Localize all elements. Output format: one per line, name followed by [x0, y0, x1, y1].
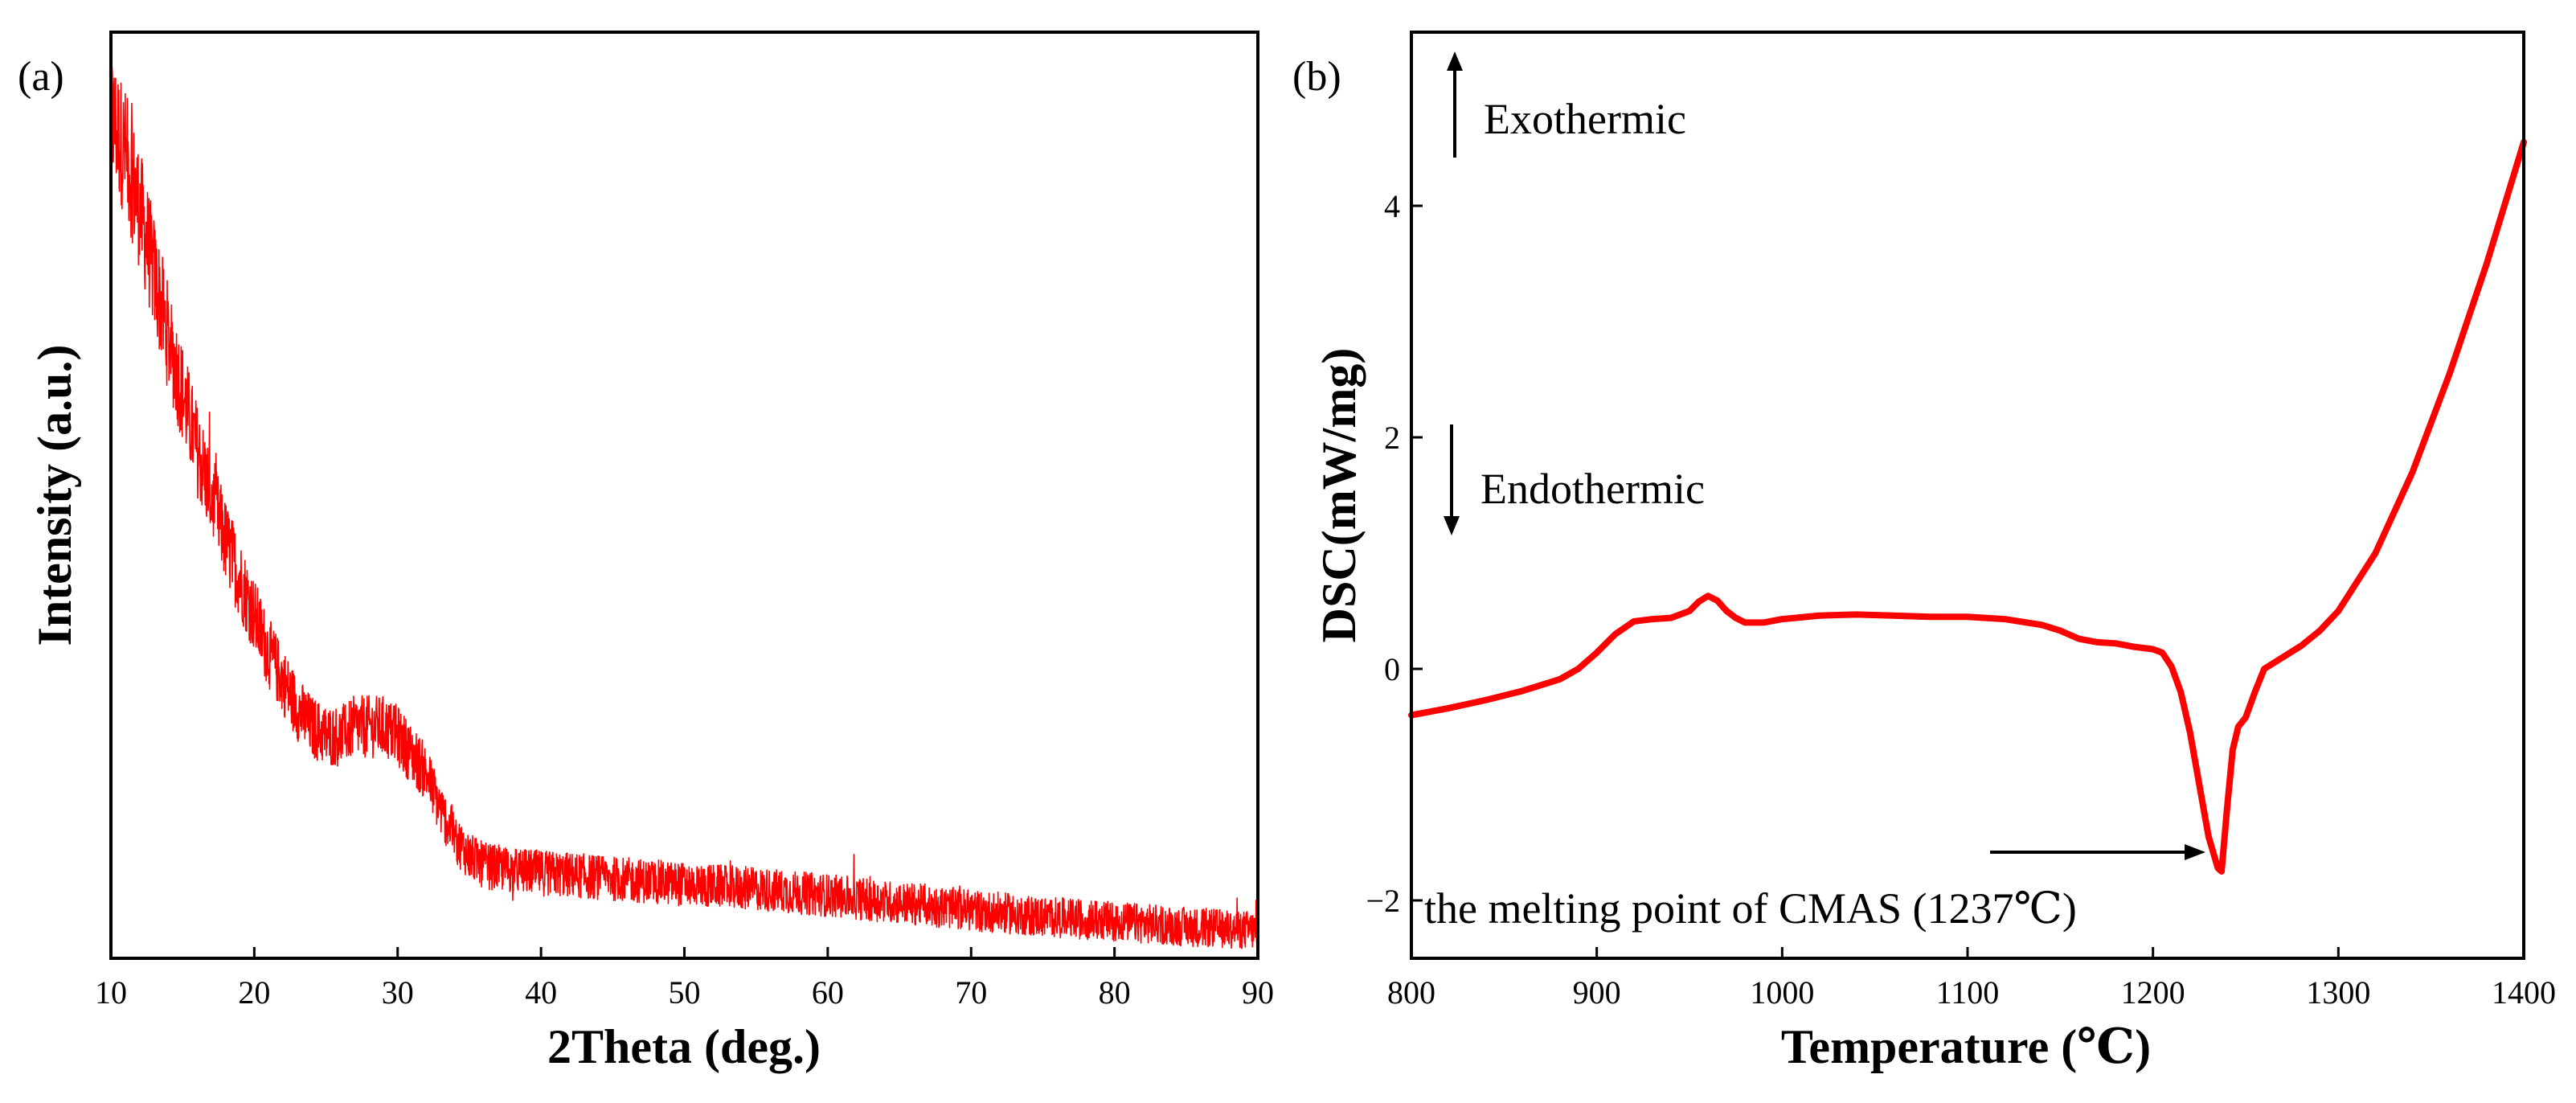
- exothermic-annotation: Exothermic: [1447, 51, 1686, 158]
- endothermic-annotation: Endothermic: [1444, 424, 1705, 535]
- panel-b-x-tick-label: 1100: [1936, 974, 2000, 1011]
- panel-b: (b) 800 900 1000 1100 1200 1300 1400 −2 0 2 4 Tem…: [1292, 31, 2556, 1073]
- panel-b-series-line: [1408, 138, 2527, 875]
- panel-a-x-tick-label: 80: [1099, 974, 1131, 1011]
- panel-a-x-tick-label: 50: [669, 974, 701, 1011]
- panel-b-x-tick-label: 1000: [1750, 974, 1814, 1011]
- panel-b-x-tick-label: 900: [1573, 974, 1621, 1011]
- panel-a-x-tick-label: 70: [955, 974, 987, 1011]
- panel-b-y-tick-label: −2: [1366, 883, 1400, 919]
- panel-a-x-tick-label: 90: [1242, 974, 1274, 1011]
- panel-a-x-tick-label: 20: [238, 974, 270, 1011]
- panel-b-y-tick-label: 0: [1384, 651, 1400, 687]
- melting-point-label: the melting point of CMAS (1237℃): [1424, 884, 2077, 933]
- endothermic-arrowhead: [1444, 516, 1460, 535]
- panel-a-y-axis-title: Intensity (a.u.): [28, 344, 81, 646]
- panel-b-y-tick-label: 2: [1384, 420, 1400, 456]
- exothermic-label: Exothermic: [1484, 95, 1686, 143]
- endothermic-label: Endothermic: [1480, 465, 1705, 513]
- panel-b-x-axis-title: Temperature (℃): [1781, 1020, 2151, 1073]
- panel-a-series-line: [110, 47, 1259, 949]
- panel-a-plot-frame: [109, 31, 1259, 960]
- panel-a-x-tick-label: 40: [525, 974, 557, 1011]
- panel-a-label: (a): [18, 54, 64, 100]
- panel-b-x-ticks: 800 900 1000 1100 1200 1300 1400: [1387, 947, 2556, 1011]
- panel-a-x-tick-label: 60: [812, 974, 844, 1011]
- panel-a-x-axis-title: 2Theta (deg.): [547, 1020, 821, 1073]
- melting-point-arrowhead: [2185, 844, 2205, 860]
- melting-point-annotation: the melting point of CMAS (1237℃): [1424, 844, 2205, 933]
- panel-b-label: (b): [1292, 54, 1341, 100]
- panel-b-y-ticks: −2 0 2 4: [1366, 188, 1423, 919]
- panel-a-x-tick-label: 30: [382, 974, 414, 1011]
- panel-b-x-tick-label: 800: [1387, 974, 1435, 1011]
- panel-a-x-tick-label: 10: [95, 974, 127, 1011]
- panel-b-y-axis-title: DSC(mW/mg): [1313, 348, 1366, 643]
- panel-b-x-tick-label: 1400: [2492, 974, 2556, 1011]
- panel-b-x-tick-label: 1200: [2121, 974, 2185, 1011]
- panel-a: (a) 10 20 30 40 50 60 70 80 90 2Theta (deg.) Int…: [18, 31, 1274, 1073]
- panel-a-x-ticks: 10 20 30 40 50 60 70 80 90: [95, 947, 1274, 1011]
- panel-b-x-tick-label: 1300: [2306, 974, 2370, 1011]
- exothermic-arrowhead: [1447, 51, 1463, 71]
- panel-b-y-tick-label: 4: [1384, 188, 1400, 224]
